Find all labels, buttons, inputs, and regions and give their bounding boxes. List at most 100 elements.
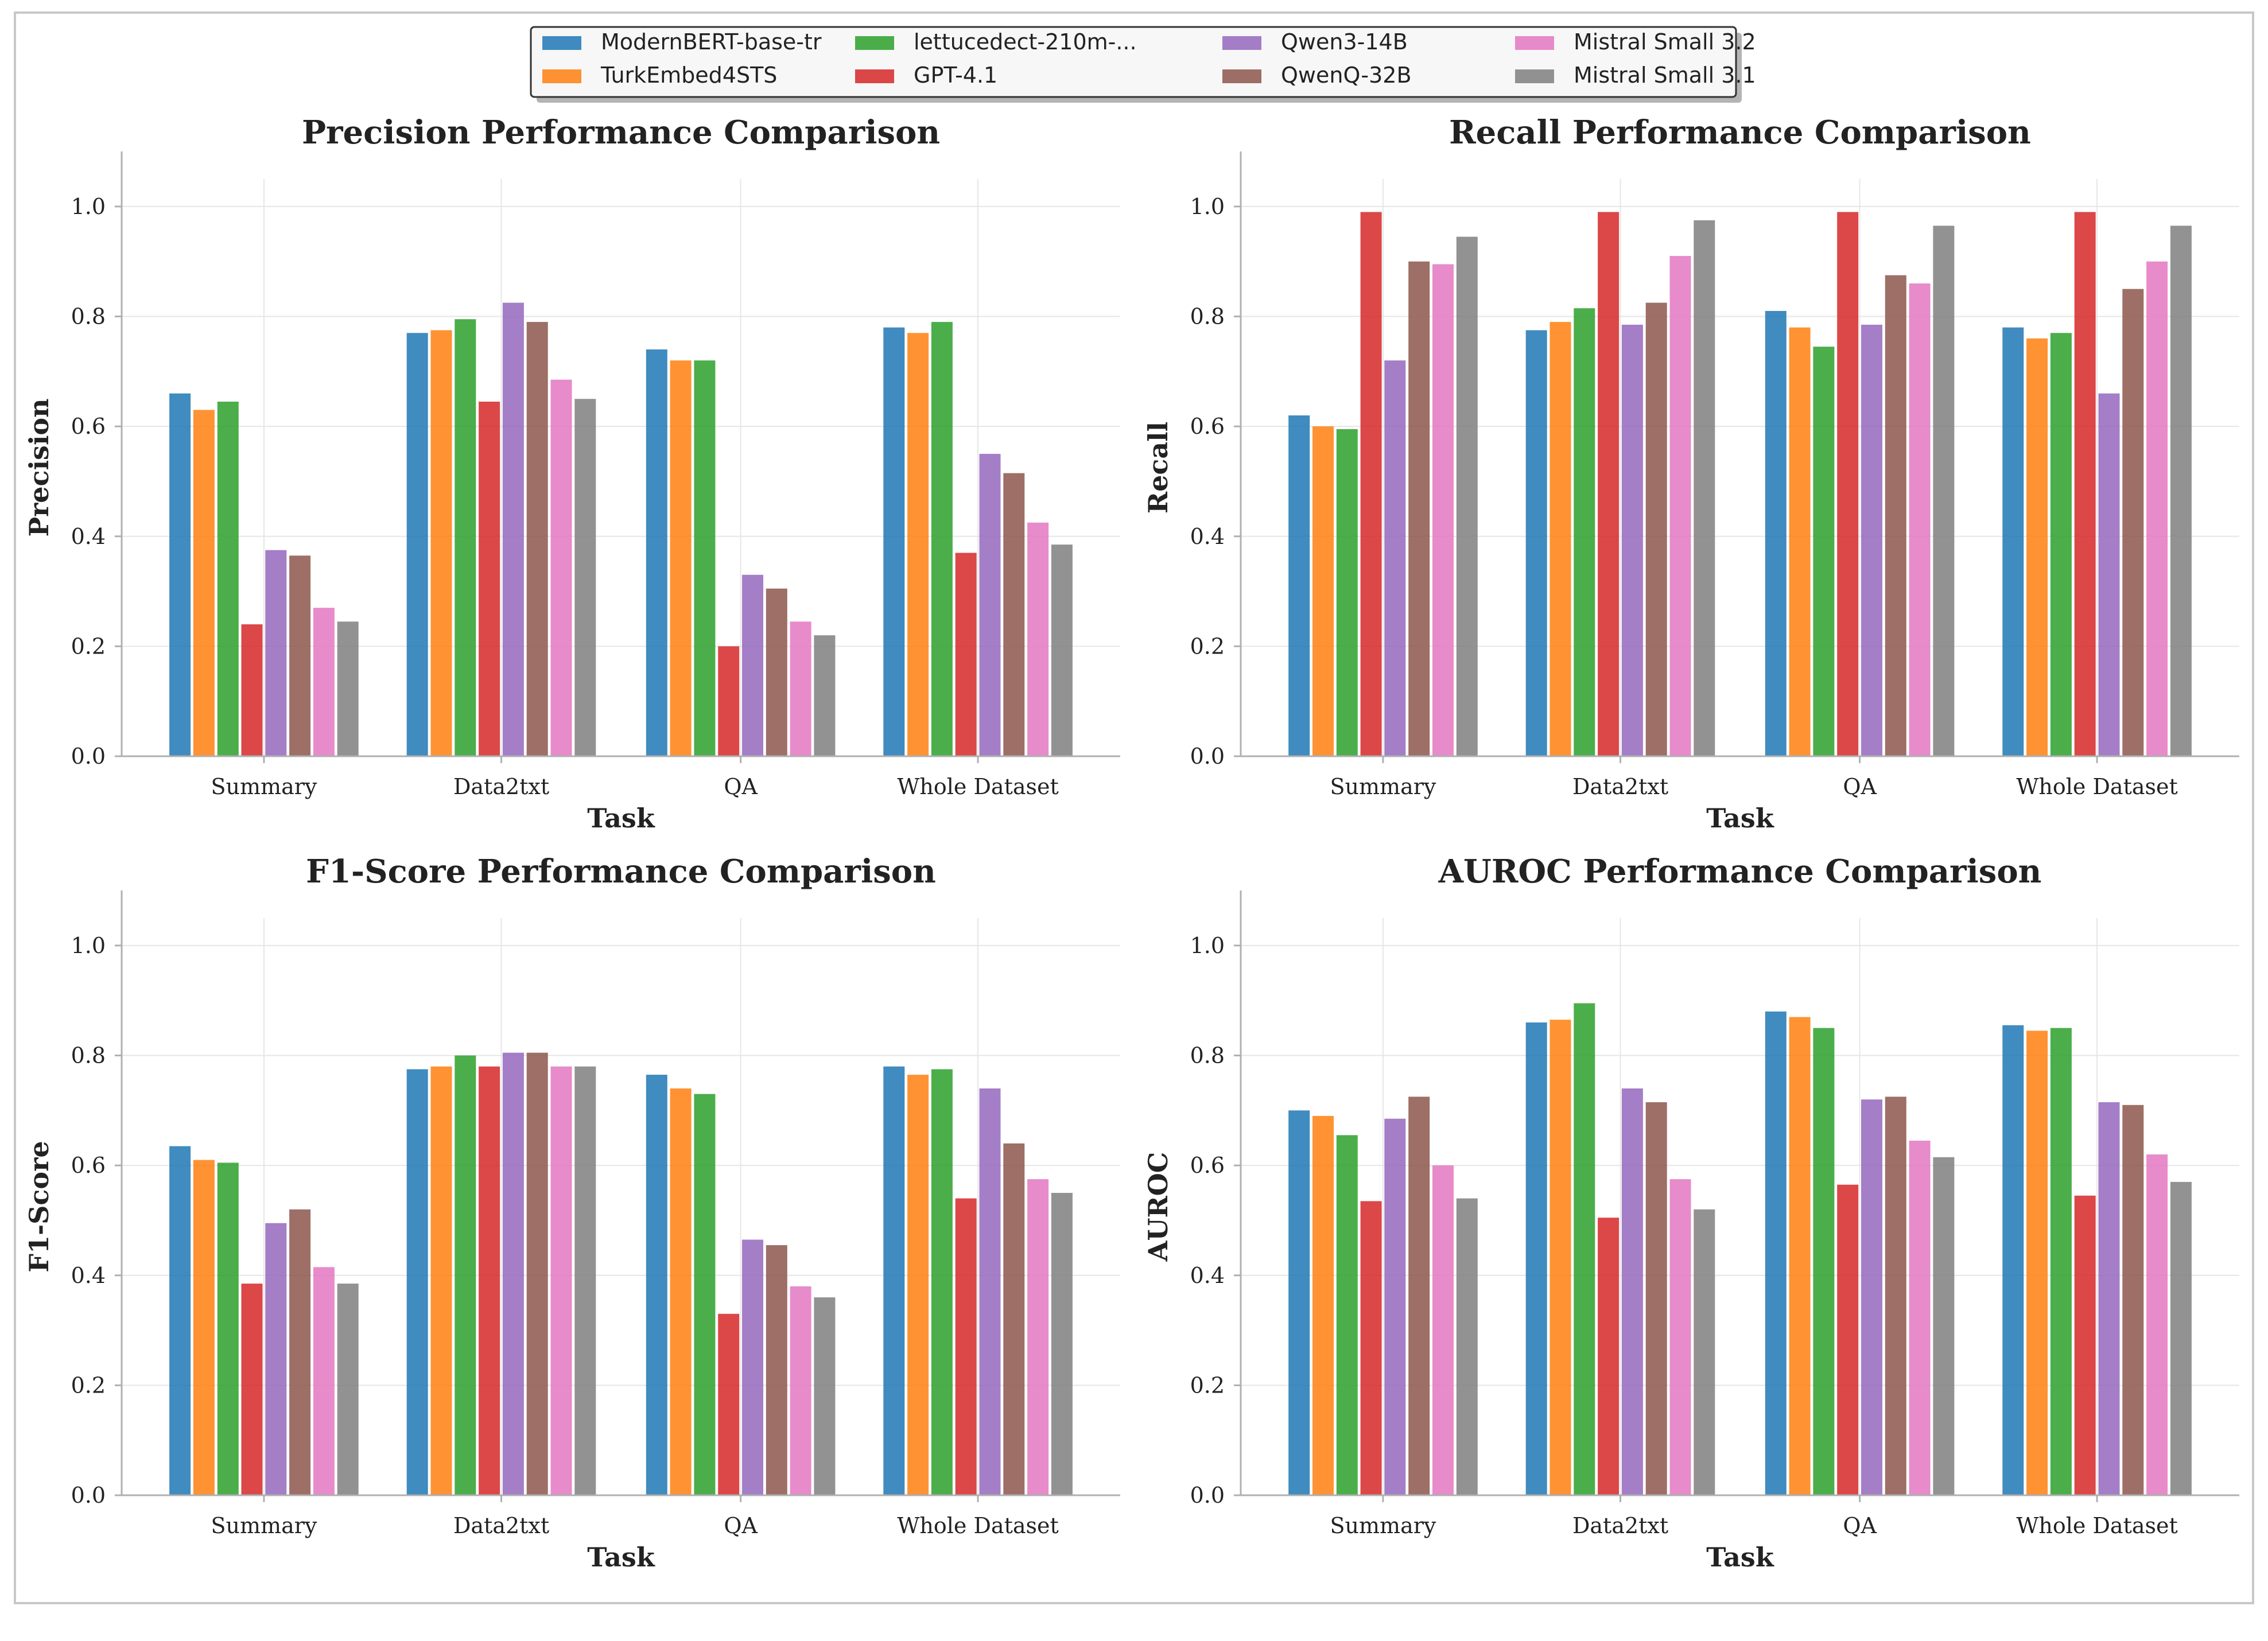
bar-turkembed4sts-summary	[193, 410, 215, 756]
bar-qwenq-32b-whole-dataset	[2122, 1105, 2144, 1495]
bar-gpt-4-1-qa	[718, 1313, 740, 1495]
bar-turkembed4sts-qa	[1789, 1017, 1811, 1495]
bar-lettucedect-210m-whole-dataset	[931, 322, 953, 756]
bar-turkembed4sts-whole-dataset	[2026, 1031, 2048, 1495]
bar-mistral-small-3-2-whole-dataset	[1027, 522, 1049, 756]
bar-gpt-4-1-data2txt	[1598, 212, 1620, 756]
bar-qwen3-14b-data2txt	[1621, 1088, 1643, 1495]
legend-label-mistral-small-3-1: Mistral Small 3.1	[1574, 63, 1756, 88]
bar-mistral-small-3-2-data2txt	[550, 1066, 572, 1495]
bar-qwen3-14b-summary	[265, 1223, 287, 1495]
bar-turkembed4sts-whole-dataset	[907, 1075, 929, 1495]
panel-auroc: 0.0 0.2 0.4 0.6 0.8 1.0 Summary Data2txt QA Whole…	[1143, 853, 2239, 1573]
bar-gpt-4-1-data2txt	[479, 1066, 500, 1495]
bar-qwen3-14b-qa	[1861, 324, 1882, 756]
x-tick-label-summary: Summary	[211, 774, 317, 799]
bar-mistral-small-3-1-summary	[337, 621, 359, 756]
bar-mistral-small-3-1-summary	[1456, 236, 1478, 757]
bar-modernbert-base-tr-whole-dataset	[883, 327, 905, 756]
bar-mistral-small-3-2-summary	[1432, 264, 1454, 756]
bar-mistral-small-3-2-data2txt	[550, 379, 572, 756]
bar-mistral-small-3-2-data2txt	[1669, 1179, 1691, 1495]
y-tick-label: 0.0	[71, 744, 106, 769]
x-tick-label-summary: Summary	[1330, 1513, 1436, 1538]
bar-gpt-4-1-summary	[1360, 1201, 1382, 1495]
bar-modernbert-base-tr-whole-dataset	[2002, 1025, 2024, 1495]
bar-lettucedect-210m-whole-dataset	[2050, 333, 2072, 756]
y-tick-label: 0.6	[1190, 1153, 1225, 1178]
bar-qwenq-32b-data2txt	[526, 1052, 548, 1495]
x-tick-label-whole-dataset: Whole Dataset	[2016, 774, 2177, 799]
bar-qwenq-32b-data2txt	[1645, 302, 1667, 756]
bar-modernbert-base-tr-summary	[1288, 1110, 1310, 1495]
bar-modernbert-base-tr-data2txt	[406, 1069, 428, 1495]
x-axis-label: Task	[1706, 803, 1774, 834]
bar-lettucedect-210m-data2txt	[455, 319, 476, 756]
bar-gpt-4-1-data2txt	[479, 402, 500, 756]
bar-mistral-small-3-2-data2txt	[1669, 256, 1691, 757]
bar-gpt-4-1-whole-dataset	[955, 553, 977, 756]
legend: ModernBERT-base-tr TurkEmbed4STS lettucede…	[530, 26, 1756, 103]
bar-gpt-4-1-qa	[1837, 1184, 1859, 1495]
bar-qwen3-14b-qa	[1861, 1099, 1882, 1495]
legend-label-turkembed4sts: TurkEmbed4STS	[600, 63, 777, 88]
y-axis-label: AUROC	[1143, 1152, 1174, 1262]
bar-mistral-small-3-1-qa	[814, 1297, 836, 1495]
y-tick-label: 0.8	[1190, 1043, 1225, 1068]
legend-swatch-modernbert-base-tr	[542, 36, 581, 50]
y-tick-label: 0.8	[1190, 304, 1225, 329]
y-axis-label: Precision	[24, 398, 55, 536]
y-tick-label: 0.8	[71, 1043, 106, 1068]
panel-precision: 0.0 0.2 0.4 0.6 0.8 1.0 Summary Data2txt QA Whole…	[24, 114, 1120, 834]
bar-modernbert-base-tr-qa	[646, 1075, 667, 1495]
bar-mistral-small-3-1-whole-dataset	[2170, 225, 2192, 756]
x-tick-label-data2txt: Data2txt	[1572, 774, 1668, 799]
bar-lettucedect-210m-qa	[1813, 347, 1835, 756]
x-axis-label: Task	[587, 1542, 655, 1573]
bar-mistral-small-3-2-summary	[313, 608, 335, 756]
x-tick-label-whole-dataset: Whole Dataset	[2016, 1513, 2177, 1538]
bar-turkembed4sts-qa	[1789, 327, 1811, 756]
bar-lettucedect-210m-summary	[1336, 429, 1358, 756]
x-tick-label-whole-dataset: Whole Dataset	[897, 774, 1058, 799]
bar-lettucedect-210m-summary	[217, 1162, 239, 1495]
bar-mistral-small-3-2-qa	[790, 1286, 811, 1495]
bar-turkembed4sts-qa	[670, 360, 692, 756]
y-tick-label: 1.0	[71, 194, 106, 219]
bar-gpt-4-1-qa	[718, 646, 740, 756]
bar-qwen3-14b-summary	[1384, 1118, 1406, 1495]
bar-mistral-small-3-1-qa	[814, 635, 836, 756]
x-axis-label: Task	[1706, 1542, 1774, 1573]
bar-mistral-small-3-1-whole-dataset	[1051, 1193, 1073, 1495]
bar-qwen3-14b-whole-dataset	[979, 1088, 1001, 1495]
bar-lettucedect-210m-qa	[694, 1094, 716, 1495]
x-tick-label-qa: QA	[1843, 1513, 1877, 1538]
y-tick-label: 0.2	[71, 633, 106, 659]
bar-mistral-small-3-2-summary	[1432, 1165, 1454, 1495]
bar-modernbert-base-tr-data2txt	[406, 333, 428, 756]
bar-qwen3-14b-whole-dataset	[979, 454, 1001, 756]
bar-gpt-4-1-qa	[1837, 212, 1859, 756]
bar-qwen3-14b-summary	[265, 550, 287, 756]
y-tick-label: 0.8	[71, 304, 106, 329]
legend-swatch-mistral-small-3-2	[1515, 36, 1554, 50]
bar-qwen3-14b-data2txt	[502, 302, 524, 756]
bar-mistral-small-3-1-whole-dataset	[1051, 545, 1073, 756]
bar-modernbert-base-tr-qa	[646, 349, 667, 756]
bar-mistral-small-3-1-data2txt	[1694, 220, 1715, 756]
bar-qwenq-32b-summary	[1408, 1096, 1430, 1495]
x-tick-label-qa: QA	[1843, 774, 1877, 799]
bar-mistral-small-3-2-whole-dataset	[2146, 261, 2168, 756]
x-axis-label: Task	[587, 803, 655, 834]
bar-lettucedect-210m-whole-dataset	[2050, 1028, 2072, 1495]
y-tick-label: 0.0	[1190, 744, 1225, 769]
bar-turkembed4sts-data2txt	[1549, 322, 1571, 756]
y-tick-label: 1.0	[1190, 194, 1225, 219]
y-tick-label: 0.2	[1190, 1372, 1225, 1398]
bar-mistral-small-3-2-qa	[790, 621, 811, 756]
bar-turkembed4sts-summary	[1312, 1115, 1334, 1495]
y-tick-label: 0.2	[1190, 633, 1225, 659]
legend-swatch-turkembed4sts	[542, 69, 581, 83]
y-tick-label: 0.4	[1190, 524, 1225, 549]
